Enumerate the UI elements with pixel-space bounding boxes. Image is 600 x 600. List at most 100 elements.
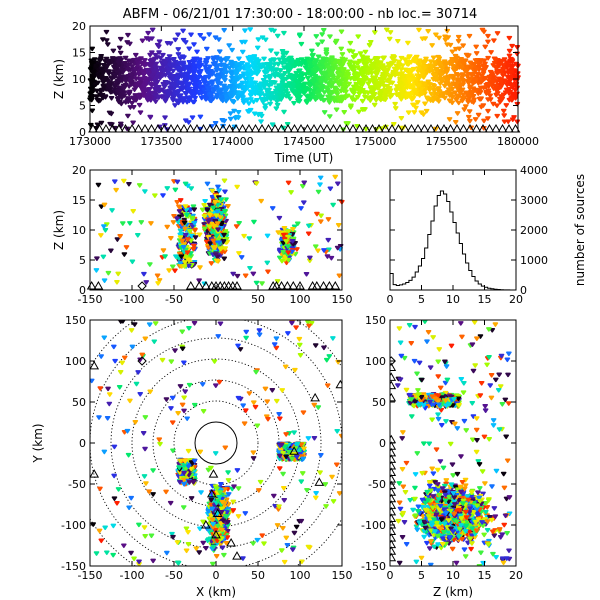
source-point	[227, 116, 234, 122]
source-point	[207, 72, 213, 78]
source-point	[218, 97, 224, 102]
source-point	[308, 60, 314, 66]
source-point	[501, 119, 508, 125]
source-point	[467, 76, 474, 82]
source-point	[164, 550, 170, 556]
source-point	[211, 223, 217, 229]
source-point	[317, 219, 324, 225]
source-point	[353, 60, 360, 66]
source-point	[283, 260, 290, 266]
source-point	[270, 72, 277, 77]
source-point	[188, 496, 195, 501]
source-point	[298, 206, 304, 211]
source-point	[347, 59, 353, 65]
source-point	[392, 101, 398, 107]
source-point	[222, 189, 228, 195]
source-point	[325, 81, 332, 86]
source-point	[508, 67, 515, 73]
source-point	[171, 213, 177, 219]
source-point	[422, 36, 429, 41]
source-point	[207, 241, 214, 247]
source-point	[256, 62, 263, 68]
source-point	[455, 38, 462, 44]
x-tick-label: 50	[251, 293, 265, 306]
source-point	[504, 64, 511, 70]
source-point	[373, 56, 379, 62]
source-point	[383, 89, 390, 95]
source-point	[299, 184, 306, 189]
source-point	[312, 74, 319, 79]
source-point	[221, 256, 228, 262]
source-point	[156, 50, 162, 55]
source-point	[265, 82, 272, 88]
source-point	[322, 79, 329, 84]
source-point	[116, 85, 122, 91]
source-point	[399, 71, 405, 76]
source-point	[276, 73, 283, 79]
source-point	[262, 37, 269, 43]
source-point	[119, 221, 126, 226]
source-point	[197, 33, 204, 38]
source-point	[483, 91, 490, 96]
time-height-panel: 173000 173500 174000 174500 175000 175500 1800…	[52, 20, 539, 165]
source-point	[193, 83, 199, 89]
source-point	[293, 78, 299, 84]
source-point	[192, 227, 198, 233]
source-point	[349, 97, 356, 102]
source-point	[127, 105, 134, 110]
source-point	[250, 456, 257, 461]
source-point	[201, 87, 207, 93]
source-point	[238, 255, 245, 260]
source-point	[119, 360, 125, 366]
source-point	[131, 87, 138, 93]
source-point	[309, 48, 315, 54]
source-point	[268, 97, 274, 103]
source-point	[321, 110, 328, 115]
station-triangle	[223, 280, 234, 290]
source-point	[293, 524, 300, 530]
source-point	[310, 52, 316, 58]
source-point	[233, 77, 239, 82]
source-point	[153, 65, 159, 70]
source-point	[162, 96, 169, 102]
source-point	[121, 543, 127, 549]
source-point	[355, 34, 361, 39]
source-point	[373, 96, 380, 102]
source-point	[382, 92, 388, 98]
source-point	[250, 271, 257, 277]
source-point	[238, 82, 245, 88]
source-point	[94, 88, 100, 94]
source-point	[273, 51, 280, 57]
y-tick-label: 0	[79, 126, 86, 139]
source-point	[106, 84, 113, 90]
source-point	[102, 94, 109, 100]
source-point	[214, 221, 221, 226]
source-point	[281, 60, 287, 65]
source-point	[224, 56, 231, 61]
source-point	[320, 75, 327, 81]
source-point	[398, 115, 405, 121]
source-point	[154, 273, 161, 279]
source-point	[330, 202, 336, 208]
source-point	[279, 258, 285, 264]
source-point	[143, 280, 150, 285]
source-point	[177, 56, 184, 61]
source-point	[181, 264, 188, 269]
source-point	[244, 97, 251, 103]
source-point	[165, 90, 172, 96]
source-point	[89, 46, 96, 52]
source-point	[238, 73, 245, 79]
source-point	[436, 89, 442, 94]
source-point	[390, 121, 397, 127]
source-point	[320, 27, 327, 33]
source-point	[164, 224, 171, 230]
source-point	[179, 329, 186, 335]
source-point	[337, 58, 343, 64]
source-point	[254, 45, 261, 51]
source-point	[262, 103, 269, 108]
source-point	[458, 64, 465, 70]
source-point	[271, 57, 278, 63]
source-point	[467, 84, 474, 90]
source-point	[219, 545, 226, 551]
source-point	[119, 78, 125, 84]
